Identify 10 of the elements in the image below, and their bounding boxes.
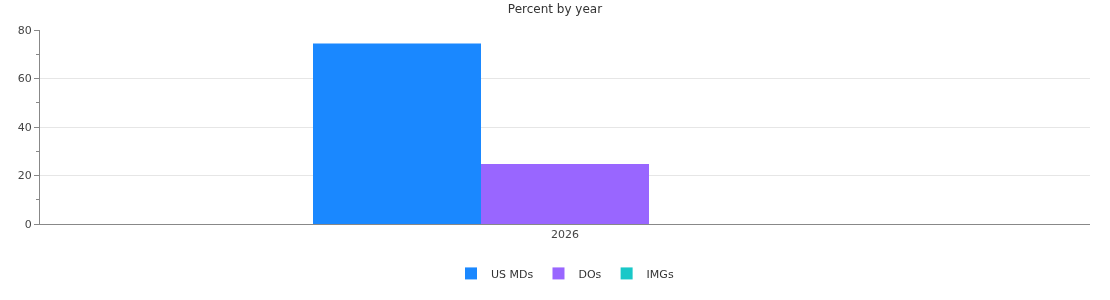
y-tick-label: 80 (17, 23, 32, 37)
y-tick-label: 60 (17, 72, 32, 86)
legend-label: DOs (578, 267, 602, 281)
legend-label: IMGs (646, 267, 674, 281)
y-tick-label: 40 (17, 120, 32, 134)
y-tick-label: 0 (24, 217, 32, 231)
legend-label: US MDs (491, 267, 534, 281)
chart-title: Percent by year (507, 1, 603, 16)
x-tick-label: 2026 (551, 228, 579, 242)
y-tick-label: 20 (17, 169, 32, 183)
